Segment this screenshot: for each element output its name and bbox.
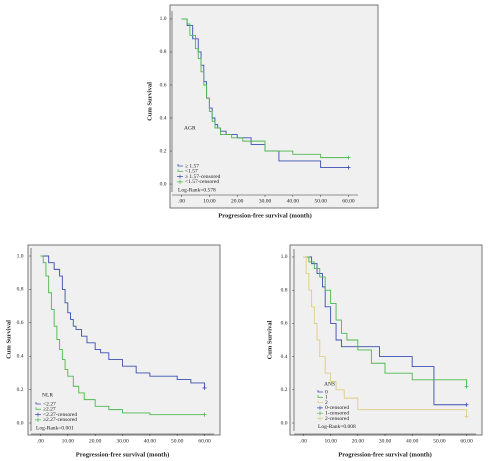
censor-mark: [464, 414, 469, 419]
x-tick-label: 40.00: [406, 438, 419, 444]
log-rank-note: Log-Rank=0.578: [178, 187, 216, 193]
x-tick-label: 50.00: [433, 438, 446, 444]
y-tick-label: 0.2: [160, 148, 167, 154]
x-tick-label: 60.00: [198, 438, 211, 444]
survival-curve: [303, 256, 468, 387]
legend-marker: [35, 412, 41, 417]
censor-mark: [464, 402, 469, 407]
legend-title: ANS: [324, 381, 335, 387]
legend-swatch: [317, 395, 323, 398]
legend-swatch: [317, 390, 323, 393]
legend-label: ≥2.27: [43, 407, 56, 413]
legend-title: AGR: [184, 125, 196, 131]
y-tick-label: 0.4: [281, 354, 288, 360]
legend-label: 2: [325, 400, 328, 406]
legend-label: ≥ 1.57: [185, 163, 199, 169]
x-tick-label: 20.00: [89, 438, 102, 444]
legend-swatch: [177, 169, 183, 172]
x-tick-label: 50.00: [314, 198, 327, 204]
y-tick-label: 0.0: [17, 420, 24, 426]
censor-mark: [202, 385, 207, 390]
x-tick-label: 40.00: [287, 198, 300, 204]
y-tick-label: 0.8: [17, 287, 24, 293]
legend-label: <1.57: [185, 169, 198, 175]
x-tick-label: 10.00: [62, 438, 75, 444]
survival-curve: [181, 18, 349, 159]
censor-mark: [346, 165, 351, 170]
legend-label: 0: [325, 389, 328, 395]
y-tick-label: 0.8: [160, 49, 167, 55]
survival-curve: [40, 255, 205, 388]
x-tick-label: 20.00: [352, 438, 365, 444]
x-tick-label: 50.00: [171, 438, 184, 444]
y-tick-label: 0.6: [281, 321, 288, 327]
x-axis-title: Progression-free survival (month): [338, 451, 432, 458]
x-tick-label: .00: [37, 438, 44, 444]
y-tick-label: 0.0: [160, 181, 167, 187]
legend-label: 1-censored: [325, 410, 349, 416]
x-tick-label: 20.00: [231, 198, 244, 204]
legend-swatch: [35, 407, 41, 410]
legend-marker: [317, 411, 323, 416]
x-tick-label: 60.00: [460, 438, 473, 444]
legend-label: <2.27: [43, 401, 56, 407]
censor-mark: [464, 384, 469, 389]
x-tick-label: 30.00: [379, 438, 392, 444]
y-tick-label: 0.4: [160, 115, 167, 121]
legend-swatch: [317, 400, 323, 403]
legend-swatch: [35, 402, 41, 405]
y-tick-label: 0.0: [281, 420, 288, 426]
survival-curve: [303, 256, 468, 417]
log-rank-note: Log-Rank=0.008: [318, 424, 356, 430]
survival-curve: [303, 256, 467, 406]
x-axis-title: Progression-free survival (month): [218, 212, 312, 219]
legend-label: <2.27-censored: [43, 412, 77, 418]
legend-label: ≥2.27-censored: [43, 417, 77, 423]
legend-label: 0-censored: [325, 405, 349, 411]
legend-title: NLR: [42, 392, 53, 398]
legend-marker: [317, 416, 323, 421]
legend-swatch: [177, 164, 183, 167]
y-tick-label: 0.8: [281, 287, 288, 293]
y-axis-title: Cum Survival: [5, 320, 12, 359]
plot-background: [169, 4, 379, 209]
legend-marker: [35, 417, 41, 422]
x-tick-label: 60.00: [342, 198, 355, 204]
legend-marker: [177, 174, 183, 179]
x-tick-label: 30.00: [259, 198, 272, 204]
x-tick-label: 10.00: [203, 198, 216, 204]
y-tick-label: 1.0: [281, 254, 288, 260]
x-axis-title: Progression-free survival (month): [76, 451, 170, 458]
y-tick-label: 0.6: [17, 320, 24, 326]
legend-label: 2-censored: [325, 416, 349, 422]
survival-curve: [40, 255, 205, 416]
x-tick-label: 30.00: [116, 438, 129, 444]
plot-background: [27, 244, 221, 436]
x-tick-label: 40.00: [144, 438, 157, 444]
x-tick-label: 10.00: [324, 438, 337, 444]
y-tick-label: 0.2: [281, 387, 288, 393]
x-tick-label: .00: [178, 198, 185, 204]
y-tick-label: 0.4: [17, 353, 24, 359]
log-rank-note: Log-Rank=0.001: [36, 425, 74, 431]
legend-label: <1.57-censored: [185, 179, 219, 185]
y-tick-label: 0.2: [17, 387, 24, 393]
censor-mark: [346, 155, 351, 160]
legend-label: ≥ 1.57-censored: [185, 174, 221, 180]
y-tick-label: 0.6: [160, 82, 167, 88]
legend-label: 1: [325, 395, 328, 401]
y-tick-label: 1.0: [17, 253, 24, 259]
legend-marker: [177, 179, 183, 184]
censor-mark: [202, 412, 207, 417]
legend-marker: [317, 405, 323, 410]
y-axis-title: Cum Survival: [266, 320, 273, 359]
x-tick-label: .00: [300, 438, 307, 444]
y-axis-title: Cum Survival: [146, 82, 153, 121]
y-tick-label: 1.0: [160, 16, 167, 22]
